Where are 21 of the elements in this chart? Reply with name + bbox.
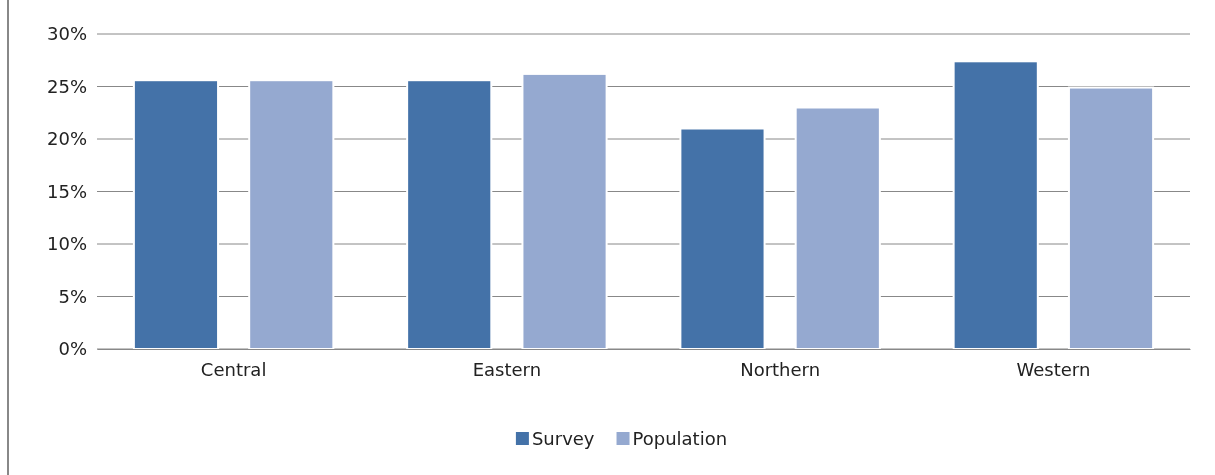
bar [952,60,1039,350]
y-tick-label: 0% [58,338,87,360]
bar [521,72,608,350]
bar [248,79,335,350]
legend-label: Survey [531,428,595,449]
bar [794,106,881,350]
bar [406,79,493,350]
bar [132,79,220,350]
bar [1067,86,1155,350]
y-tick-label: 10% [46,233,87,255]
y-tick-label: 20% [46,128,87,150]
y-tick-label: 5% [58,285,87,307]
y-tick-label: 25% [46,75,87,97]
y-tick-label: 15% [46,180,87,202]
x-tick-label: Eastern [472,358,542,380]
legend-label: Population [632,428,728,449]
x-tick-label: Western [1016,358,1091,380]
x-tick-label: Central [200,358,267,380]
x-tick-label: Northern [740,358,821,380]
y-tick-label: 30% [46,23,87,45]
bar [679,127,766,350]
